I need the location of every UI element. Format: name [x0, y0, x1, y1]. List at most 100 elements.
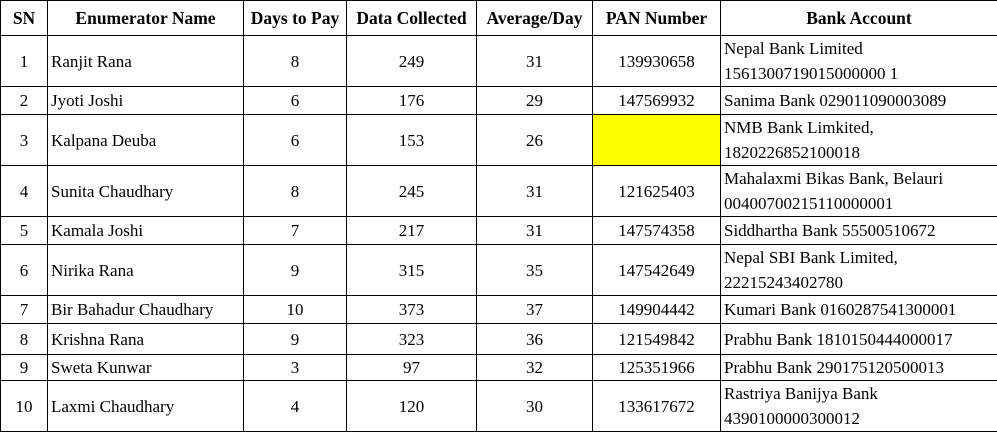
cell-bank: NMB Bank Limkited, 1820226852100018	[720, 114, 997, 166]
cell-name: Krishna Rana	[47, 323, 244, 355]
cell-sn: 10	[0, 380, 48, 432]
header-data-collected: Data Collected	[346, 0, 477, 36]
cell-name: Kalpana Deuba	[47, 114, 244, 166]
cell-pan: 139930658	[592, 35, 721, 87]
cell-pan: 125351966	[592, 354, 721, 381]
cell-bank: Sanima Bank 029011090003089	[720, 86, 997, 115]
cell-days: 7	[243, 216, 347, 245]
cell-pan: 149904442	[592, 295, 721, 324]
header-row: SN Enumerator Name Days to Pay Data Coll…	[0, 0, 997, 36]
cell-name: Jyoti Joshi	[47, 86, 244, 115]
header-sn: SN	[0, 0, 48, 36]
header-enumerator-name: Enumerator Name	[47, 0, 244, 36]
header-days-to-pay: Days to Pay	[243, 0, 347, 36]
cell-bank: Siddhartha Bank 55500510672	[720, 216, 997, 245]
bank-line-1: Kumari Bank 0160287541300001	[724, 300, 957, 319]
cell-bank: Nepal SBI Bank Limited, 22215243402780	[720, 244, 997, 296]
bank-line-2: 00400700215110000001	[724, 194, 894, 213]
cell-name: Kamala Joshi	[47, 216, 244, 245]
cell-sn: 9	[0, 354, 48, 381]
table-row: 3 Kalpana Deuba 6 153 26 NMB Bank Limkit…	[0, 114, 997, 166]
cell-days: 6	[243, 114, 347, 166]
cell-name: Sunita Chaudhary	[47, 165, 244, 217]
cell-bank: Mahalaxmi Bikas Bank, Belauri 00400700215…	[720, 165, 997, 217]
cell-pan: 121625403	[592, 165, 721, 217]
cell-bank: Rastriya Banijya Bank 4390100000300012	[720, 380, 997, 432]
header-pan-number: PAN Number	[592, 0, 721, 36]
table-row: 1 Ranjit Rana 8 249 31 139930658 Nepal B…	[0, 35, 997, 87]
cell-name: Laxmi Chaudhary	[47, 380, 244, 432]
bank-line-1: Nepal Bank Limited	[724, 39, 863, 58]
cell-pan: 121549842	[592, 323, 721, 355]
cell-bank: Prabhu Bank 290175120500013	[720, 354, 997, 381]
cell-name: Sweta Kunwar	[47, 354, 244, 381]
cell-sn: 7	[0, 295, 48, 324]
cell-avg: 30	[476, 380, 593, 432]
bank-line-2: 22215243402780	[724, 273, 843, 292]
cell-sn: 2	[0, 86, 48, 115]
table-row: 5 Kamala Joshi 7 217 31 147574358 Siddha…	[0, 216, 997, 245]
cell-avg: 29	[476, 86, 593, 115]
cell-pan: 133617672	[592, 380, 721, 432]
cell-pan-missing	[592, 114, 721, 166]
cell-bank: Kumari Bank 0160287541300001	[720, 295, 997, 324]
cell-bank: Nepal Bank Limited 1561300719015000000 1	[720, 35, 997, 87]
cell-data: 315	[346, 244, 477, 296]
table-row: 6 Nirika Rana 9 315 35 147542649 Nepal S…	[0, 244, 997, 296]
cell-avg: 31	[476, 165, 593, 217]
table-row: 9 Sweta Kunwar 3 97 32 125351966 Prabhu …	[0, 354, 997, 381]
header-bank-account: Bank Account	[720, 0, 997, 36]
cell-avg: 36	[476, 323, 593, 355]
cell-avg: 31	[476, 216, 593, 245]
bank-line-2: 4390100000300012	[724, 409, 860, 428]
bank-line-1: Prabhu Bank 1810150444000017	[724, 329, 953, 349]
cell-avg: 31	[476, 35, 593, 87]
cell-data: 217	[346, 216, 477, 245]
cell-sn: 3	[0, 114, 48, 166]
cell-name: Nirika Rana	[47, 244, 244, 296]
cell-sn: 4	[0, 165, 48, 217]
cell-name: Bir Bahadur Chaudhary	[47, 295, 244, 324]
bank-line-1: Mahalaxmi Bikas Bank, Belauri	[724, 169, 944, 188]
cell-avg: 35	[476, 244, 593, 296]
cell-sn: 8	[0, 323, 48, 355]
cell-days: 8	[243, 35, 347, 87]
cell-sn: 6	[0, 244, 48, 296]
bank-line-1: NMB Bank Limkited,	[724, 118, 874, 137]
bank-line-2: 1820226852100018	[724, 143, 860, 162]
cell-days: 4	[243, 380, 347, 432]
cell-sn: 1	[0, 35, 48, 87]
cell-data: 153	[346, 114, 477, 166]
table-row: 10 Laxmi Chaudhary 4 120 30 133617672 Ra…	[0, 380, 997, 432]
cell-data: 323	[346, 323, 477, 355]
cell-days: 10	[243, 295, 347, 324]
cell-bank: Prabhu Bank 1810150444000017	[720, 323, 997, 355]
bank-line-1: Prabhu Bank 290175120500013	[724, 358, 945, 377]
table-row: 7 Bir Bahadur Chaudhary 10 373 37 149904…	[0, 295, 997, 324]
bank-line-1: Siddhartha Bank 55500510672	[724, 221, 936, 240]
cell-sn: 5	[0, 216, 48, 245]
cell-data: 120	[346, 380, 477, 432]
cell-days: 9	[243, 323, 347, 355]
cell-name: Ranjit Rana	[47, 35, 244, 87]
cell-data: 245	[346, 165, 477, 217]
table-header: SN Enumerator Name Days to Pay Data Coll…	[0, 0, 997, 36]
cell-days: 6	[243, 86, 347, 115]
cell-pan: 147569932	[592, 86, 721, 115]
bank-line-1: Rastriya Banijya Bank	[724, 384, 878, 403]
table-row: 4 Sunita Chaudhary 8 245 31 121625403 Ma…	[0, 165, 997, 217]
cell-pan: 147574358	[592, 216, 721, 245]
cell-data: 373	[346, 295, 477, 324]
bank-line-1: Sanima Bank 029011090003089	[724, 91, 947, 110]
header-average-per-day: Average/Day	[476, 0, 593, 36]
cell-days: 9	[243, 244, 347, 296]
cell-avg: 37	[476, 295, 593, 324]
table-row: 8 Krishna Rana 9 323 36 121549842 Prabhu…	[0, 323, 997, 355]
table-body: 1 Ranjit Rana 8 2 4 9 31 139930658 Nepal B…	[0, 35, 997, 432]
cell-days: 3	[243, 354, 347, 381]
cell-data: 97	[346, 354, 477, 381]
bank-line-2: 1561300719015000000 1	[724, 64, 899, 83]
cell-days: 8	[243, 165, 347, 217]
cell-avg: 26	[476, 114, 593, 166]
